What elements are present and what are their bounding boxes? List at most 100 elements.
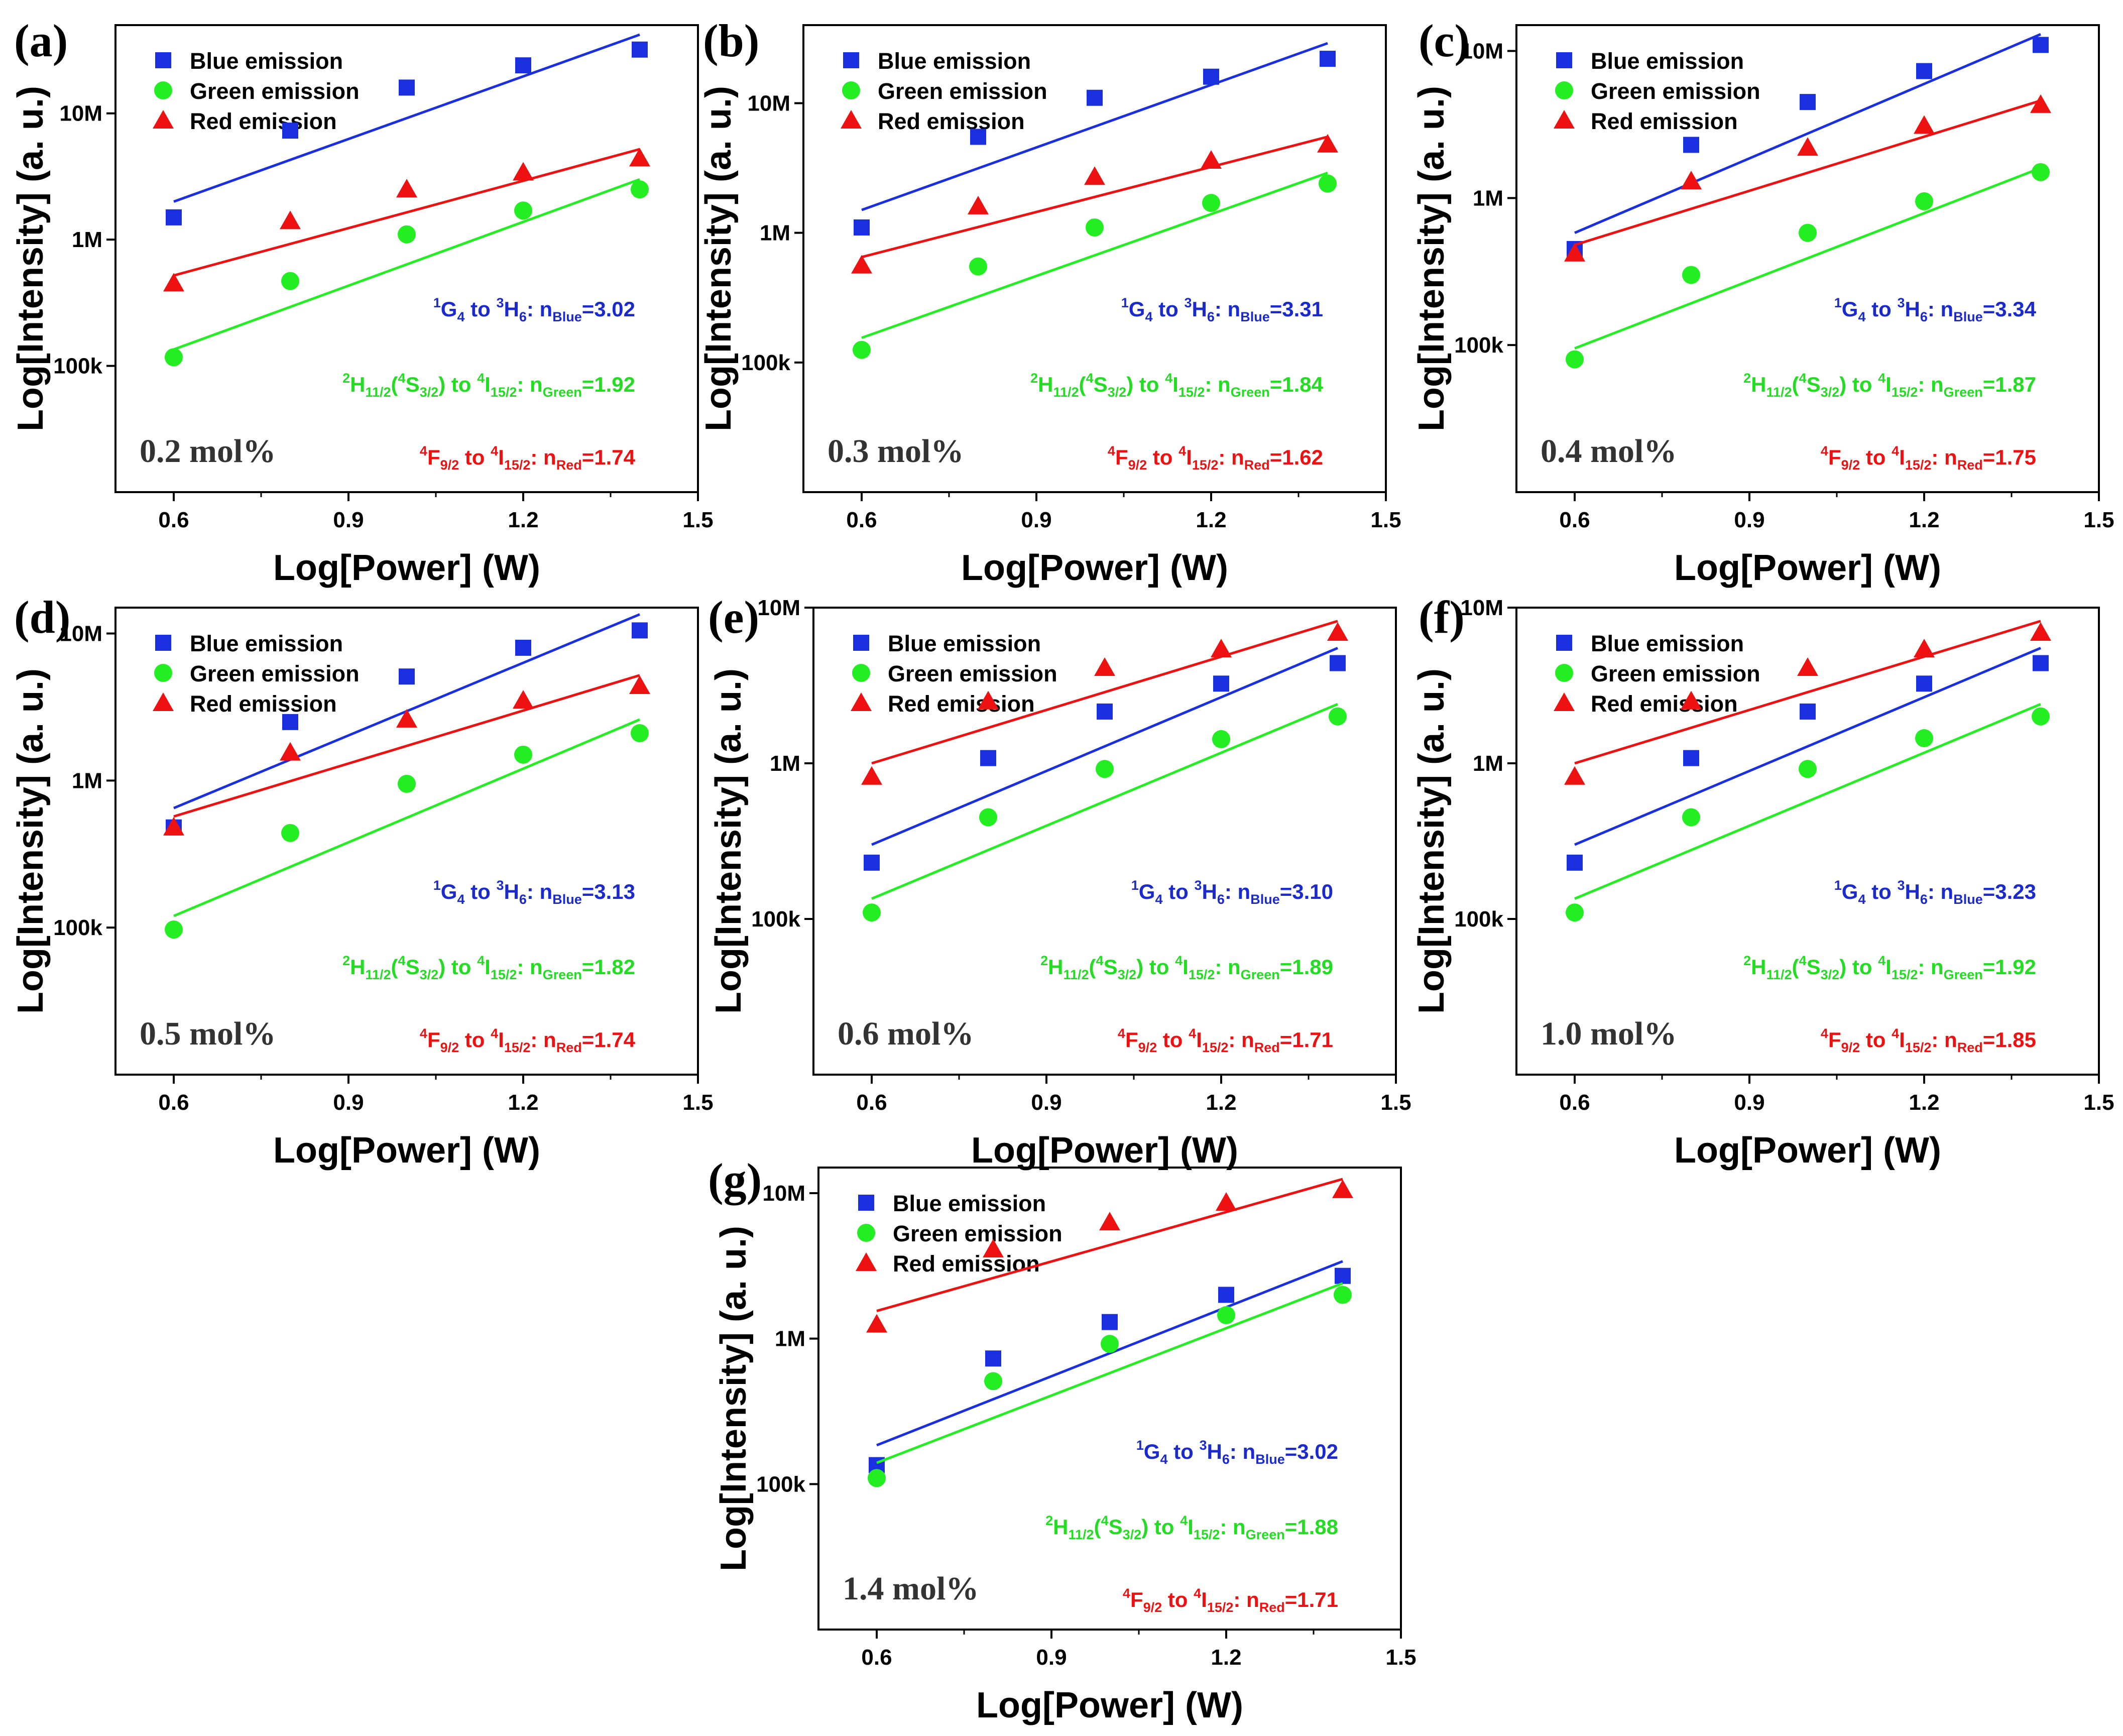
data-point-blue xyxy=(1683,137,1699,153)
y-tick-label: 100k xyxy=(756,1472,805,1496)
legend-label: Red emission xyxy=(190,691,337,717)
green-slope-annotation: 2H11/2(4S3/2) to 4I15/2: nGreen=1.92 xyxy=(1743,953,2036,982)
data-point-green xyxy=(984,1372,1002,1391)
plot-frame xyxy=(1515,607,2100,1076)
data-point-green xyxy=(514,201,532,220)
y-axis-title: Log[Intensity] (a. u.) xyxy=(11,668,51,1014)
y-tick-label: 1M xyxy=(1473,186,1503,210)
data-point-green xyxy=(1682,808,1700,827)
blue-slope-annotation: 1G4 to 3H6: nBlue=3.31 xyxy=(1121,295,1323,324)
plot-frame xyxy=(812,607,1397,1076)
concentration-label: 0.6 mol% xyxy=(838,1015,974,1052)
x-tick-label: 0.6 xyxy=(1559,1090,1590,1115)
y-tick-label: 100k xyxy=(53,354,102,379)
fit-line-green xyxy=(871,703,1338,900)
x-tick-label: 1.5 xyxy=(1385,1645,1416,1670)
data-point-red xyxy=(866,1314,887,1333)
panel-e: (e) 0.6 0.9 1.2 1.5 100k 1M 10M Log[Power] (W) Lo… xyxy=(708,592,1411,1171)
x-tick-label: 0.6 xyxy=(861,1645,892,1670)
data-point-blue xyxy=(166,209,182,225)
x-tick-label: 0.6 xyxy=(846,508,877,532)
x-tick-label: 1.2 xyxy=(1211,1645,1241,1670)
y-tick-label: 100k xyxy=(1454,907,1503,932)
legend-label: Green emission xyxy=(888,661,1057,686)
green-slope-annotation: 2H11/2(4S3/2) to 4I15/2: nGreen=1.88 xyxy=(1045,1513,1338,1542)
data-point-green xyxy=(1212,730,1230,748)
data-point-blue xyxy=(1213,675,1229,692)
legend-marker xyxy=(856,1252,877,1271)
x-tick-label: 0.6 xyxy=(158,1090,189,1115)
legend-label: Red emission xyxy=(1591,691,1738,717)
panel-c: (c) 0.6 0.9 1.2 1.5 100k 1M 10M Log[Power] (W) Lo… xyxy=(1411,15,2114,588)
x-tick-label: 1.5 xyxy=(2083,1090,2114,1115)
y-axis-title: Log[Intensity] (a. u.) xyxy=(1411,668,1452,1014)
x-tick-label: 0.6 xyxy=(1559,508,1590,532)
legend-label: Blue emission xyxy=(893,1191,1046,1216)
data-point-blue xyxy=(399,79,415,96)
data-point-green xyxy=(1682,266,1700,284)
fit-line-red xyxy=(871,620,1338,765)
legend-label: Blue emission xyxy=(190,631,343,656)
legend-label: Red emission xyxy=(190,108,337,134)
panel-b: (b) 0.6 0.9 1.2 1.5 100k 1M 10M Log[Power] (W) Lo… xyxy=(698,15,1401,588)
data-point-green xyxy=(165,348,183,367)
data-point-blue xyxy=(1800,94,1816,110)
legend-marker xyxy=(153,110,174,129)
green-slope-annotation: 2H11/2(4S3/2) to 4I15/2: nGreen=1.82 xyxy=(342,953,635,982)
fit-line-blue xyxy=(861,42,1328,211)
data-point-blue xyxy=(282,123,298,139)
legend-marker xyxy=(1556,635,1572,651)
data-point-red xyxy=(983,1239,1004,1258)
x-tick-label: 1.2 xyxy=(1909,508,1939,532)
y-tick-label: 100k xyxy=(751,907,800,932)
data-point-green xyxy=(1202,194,1220,212)
y-tick-label: 10M xyxy=(747,91,790,115)
data-point-red xyxy=(1084,166,1105,185)
fit-line-green xyxy=(1574,703,2041,900)
legend-label: Green emission xyxy=(1591,661,1760,686)
plot-frame xyxy=(1515,24,2100,493)
legend-label: Blue emission xyxy=(1591,48,1744,74)
panel-f: (f) 0.6 0.9 1.2 1.5 100k 1M 10M Log[Power] (W) Lo… xyxy=(1411,592,2114,1171)
data-point-green xyxy=(631,180,649,199)
x-tick-label: 1.2 xyxy=(1909,1090,1939,1115)
data-point-green xyxy=(165,920,183,939)
x-tick-label: 1.5 xyxy=(1380,1090,1411,1115)
data-point-red xyxy=(1317,134,1338,153)
data-point-red xyxy=(2030,622,2051,641)
data-point-red xyxy=(1327,622,1348,641)
legend-label: Green emission xyxy=(893,1221,1063,1246)
x-tick-label: 1.2 xyxy=(508,1090,538,1115)
data-point-red xyxy=(1211,638,1232,657)
y-tick-label: 10M xyxy=(59,101,102,126)
data-point-blue xyxy=(1218,1287,1234,1303)
data-point-red xyxy=(968,195,989,214)
data-point-blue xyxy=(282,714,298,730)
legend-marker xyxy=(853,635,869,651)
fit-line-red xyxy=(1574,620,2041,765)
x-tick-label: 0.6 xyxy=(158,508,189,532)
fit-line-red xyxy=(876,1178,1343,1312)
y-tick-label: 1M xyxy=(1473,751,1503,776)
fit-line-green xyxy=(876,1282,1343,1464)
data-point-green xyxy=(979,808,997,827)
data-point-green xyxy=(281,272,299,290)
x-tick-label: 0.9 xyxy=(1734,1090,1764,1115)
x-tick-label: 1.5 xyxy=(682,1090,713,1115)
legend-label: Green emission xyxy=(190,661,360,686)
blue-slope-annotation: 1G4 to 3H6: nBlue=3.34 xyxy=(1834,295,2037,324)
data-point-red xyxy=(629,148,650,167)
fit-line-red xyxy=(861,136,1328,259)
fit-line-red xyxy=(173,674,640,818)
red-slope-annotation: 4F9/2 to 4I15/2: nRed=1.74 xyxy=(420,443,636,473)
x-tick-label: 0.6 xyxy=(856,1090,887,1115)
concentration-label: 0.4 mol% xyxy=(1541,433,1677,470)
legend-marker xyxy=(1556,52,1572,68)
data-point-green xyxy=(863,903,881,922)
data-point-blue xyxy=(2033,37,2049,53)
x-tick-label: 1.5 xyxy=(1370,508,1401,532)
data-point-green xyxy=(281,824,299,842)
legend-marker xyxy=(1554,110,1575,129)
blue-slope-annotation: 1G4 to 3H6: nBlue=3.23 xyxy=(1834,878,2036,907)
